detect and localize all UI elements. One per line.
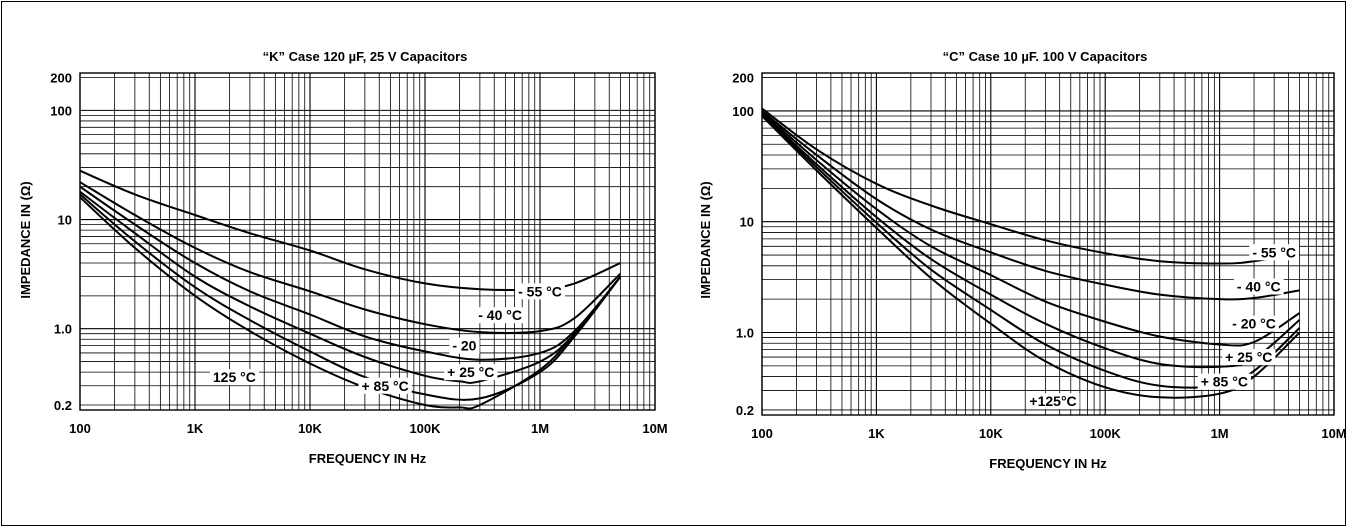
series-label-bg bbox=[209, 369, 259, 386]
chart-title: “K” Case 120 µF, 25 V Capacitors bbox=[263, 49, 468, 64]
series-label-bg bbox=[1249, 244, 1300, 261]
y-axis-label: IMPEDANCE IN (Ω) bbox=[698, 181, 713, 298]
x-tick-label: 10K bbox=[298, 421, 322, 436]
series-label-3: - 20 °C bbox=[1232, 316, 1276, 332]
y-tick-label: 1.0 bbox=[736, 325, 754, 340]
series-label-5: + 85 °C bbox=[1201, 374, 1248, 390]
chart-panel-1: “K” Case 120 µF, 25 V Capacitors 100 1K 10K… bbox=[18, 49, 668, 466]
y-tick-label: 200 bbox=[50, 71, 72, 86]
x-tick-label: 100K bbox=[409, 421, 441, 436]
series-label-bg bbox=[475, 307, 525, 324]
x-tick-label: 10M bbox=[642, 421, 667, 436]
series-line-2 bbox=[79, 181, 622, 334]
y-tick-label: 0.2 bbox=[736, 403, 754, 418]
chart-title: “C” Case 10 µF. 100 V Capacitors bbox=[943, 49, 1148, 64]
series-line-6 bbox=[761, 115, 1301, 399]
series-line-5 bbox=[79, 193, 622, 401]
y-tick-label: 1.0 bbox=[54, 322, 72, 337]
series-label-bg bbox=[1222, 349, 1276, 366]
x-axis-label: FREQUENCY IN Hz bbox=[989, 456, 1107, 471]
series-label-5: + 85 °C bbox=[361, 378, 408, 394]
chart-panel-2: “C” Case 10 µF. 100 V Capacitors 100 1K 10K… bbox=[698, 49, 1347, 471]
series-label-3: - 20 bbox=[452, 338, 476, 354]
plot-area bbox=[761, 72, 1335, 416]
series-group bbox=[761, 107, 1301, 399]
series-label-bg bbox=[449, 337, 480, 354]
series-label-6: +125°C bbox=[1029, 393, 1076, 409]
series-labels: - 55 °C - 40 °C- 20 + 25 °C + 85 °C 125 °C bbox=[209, 283, 565, 394]
series-line-3 bbox=[761, 111, 1301, 347]
series-label-4: + 25 °C bbox=[1225, 349, 1272, 365]
x-tick-label: 10K bbox=[979, 426, 1003, 441]
series-label-2: - 40 °C bbox=[1237, 279, 1281, 295]
y-tick-label: 10 bbox=[740, 215, 754, 230]
series-group bbox=[79, 169, 622, 410]
y-tick-label: 200 bbox=[732, 71, 754, 86]
series-label-2: - 40 °C bbox=[478, 307, 522, 323]
series-label-6: 125 °C bbox=[213, 369, 256, 385]
series-label-1: - 55 °C bbox=[1252, 244, 1296, 260]
plot-area bbox=[79, 72, 656, 411]
series-label-bg bbox=[1197, 373, 1251, 390]
series-label-bg bbox=[444, 364, 498, 381]
x-tick-label: 1M bbox=[1211, 426, 1229, 441]
x-axis-label: FREQUENCY IN Hz bbox=[309, 451, 427, 466]
y-tick-label: 100 bbox=[50, 103, 72, 118]
series-line-5 bbox=[761, 114, 1301, 389]
x-tick-label: 100 bbox=[69, 421, 91, 436]
y-tick-label: 0.2 bbox=[54, 398, 72, 413]
series-label-bg bbox=[515, 283, 565, 300]
x-tick-label: 1K bbox=[187, 421, 204, 436]
x-tick-label: 10M bbox=[1321, 426, 1346, 441]
x-tick-label: 1M bbox=[531, 421, 549, 436]
series-label-4: + 25 °C bbox=[447, 364, 494, 380]
series-label-1: - 55 °C bbox=[518, 283, 562, 299]
series-label-bg bbox=[1233, 278, 1284, 295]
series-line-3 bbox=[79, 185, 622, 361]
y-axis-label: IMPEDANCE IN (Ω) bbox=[18, 181, 33, 298]
series-line-1 bbox=[761, 107, 1300, 265]
series-line-4 bbox=[79, 190, 622, 384]
y-tick-label: 10 bbox=[58, 213, 72, 228]
series-line-2 bbox=[761, 110, 1300, 301]
series-line-4 bbox=[761, 112, 1301, 369]
series-label-bg bbox=[1026, 393, 1080, 410]
x-tick-label: 100K bbox=[1090, 426, 1122, 441]
series-label-bg bbox=[1229, 315, 1279, 332]
series-label-bg bbox=[358, 377, 412, 394]
x-tick-label: 1K bbox=[868, 426, 885, 441]
y-tick-label: 100 bbox=[732, 104, 754, 119]
series-line-6 bbox=[79, 196, 622, 410]
series-labels: - 55 °C - 40 °C - 20 °C + 25 °C + 85 °C +125°… bbox=[1026, 244, 1300, 410]
x-tick-label: 100 bbox=[751, 426, 773, 441]
